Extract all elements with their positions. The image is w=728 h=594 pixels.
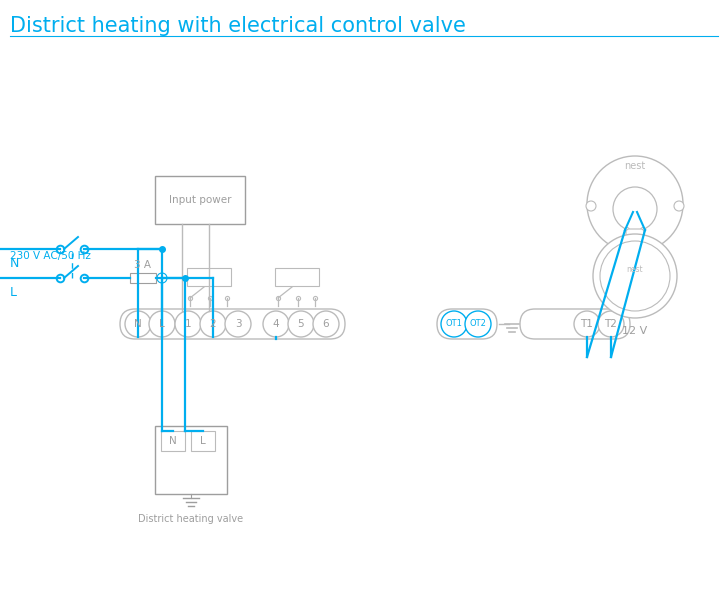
Text: L: L [200, 436, 206, 446]
Text: L: L [159, 319, 165, 329]
Circle shape [674, 201, 684, 211]
Circle shape [600, 241, 670, 311]
Text: OT1: OT1 [446, 320, 462, 328]
Text: 6: 6 [323, 319, 329, 329]
Text: OT2: OT2 [470, 320, 486, 328]
Text: 12 V: 12 V [622, 326, 648, 336]
Text: District heating valve: District heating valve [138, 514, 244, 524]
Text: 230 V AC/50 Hz: 230 V AC/50 Hz [10, 251, 91, 261]
Text: N: N [169, 436, 177, 446]
Text: 3 A: 3 A [135, 260, 151, 270]
Circle shape [587, 156, 683, 252]
Text: 2: 2 [210, 319, 216, 329]
Text: nest: nest [627, 266, 644, 274]
Circle shape [441, 311, 467, 337]
Text: L: L [10, 286, 17, 299]
FancyBboxPatch shape [130, 273, 156, 283]
Text: T1: T1 [580, 319, 593, 329]
FancyBboxPatch shape [155, 176, 245, 224]
FancyBboxPatch shape [120, 309, 345, 339]
Circle shape [593, 234, 677, 318]
Circle shape [641, 228, 646, 232]
Circle shape [225, 311, 251, 337]
Text: 3: 3 [234, 319, 241, 329]
Text: N: N [10, 257, 20, 270]
Circle shape [625, 228, 630, 232]
FancyBboxPatch shape [191, 431, 215, 451]
Text: 1: 1 [185, 319, 191, 329]
FancyBboxPatch shape [155, 426, 227, 494]
FancyBboxPatch shape [626, 229, 644, 241]
Circle shape [613, 187, 657, 231]
Circle shape [157, 273, 167, 283]
Circle shape [263, 311, 289, 337]
Circle shape [175, 311, 201, 337]
Text: T2: T2 [604, 319, 617, 329]
FancyBboxPatch shape [161, 431, 185, 451]
FancyBboxPatch shape [437, 309, 497, 339]
FancyBboxPatch shape [520, 309, 630, 339]
Circle shape [288, 311, 314, 337]
Circle shape [313, 311, 339, 337]
Circle shape [200, 311, 226, 337]
Text: 5: 5 [298, 319, 304, 329]
Text: N: N [134, 319, 142, 329]
Text: District heating with electrical control valve: District heating with electrical control… [10, 16, 466, 36]
FancyBboxPatch shape [275, 268, 319, 286]
Text: 4: 4 [273, 319, 280, 329]
Circle shape [149, 311, 175, 337]
FancyBboxPatch shape [187, 268, 231, 286]
Text: Input power: Input power [169, 195, 232, 205]
Circle shape [586, 201, 596, 211]
Text: nest: nest [625, 161, 646, 171]
Circle shape [465, 311, 491, 337]
Circle shape [574, 311, 600, 337]
Circle shape [125, 311, 151, 337]
Circle shape [598, 311, 624, 337]
